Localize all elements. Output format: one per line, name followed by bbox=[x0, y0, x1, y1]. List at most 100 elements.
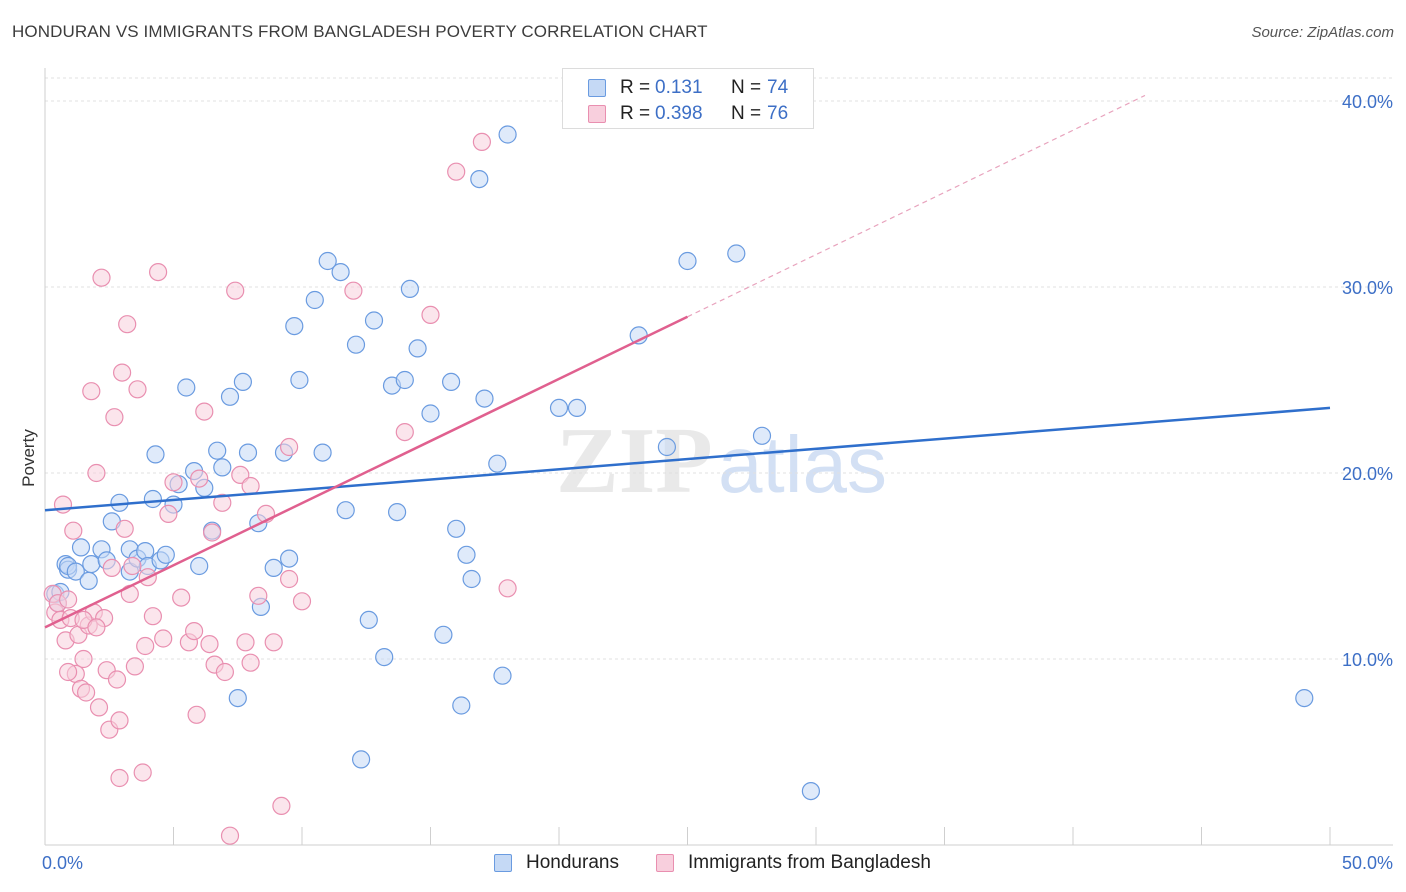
data-point bbox=[87, 463, 106, 483]
axes bbox=[44, 68, 1393, 846]
data-point bbox=[143, 489, 162, 509]
data-point bbox=[53, 495, 73, 514]
data-point bbox=[213, 493, 232, 512]
data-point bbox=[79, 571, 98, 591]
data-point bbox=[801, 781, 821, 801]
data-point bbox=[58, 662, 78, 682]
legend-label: Hondurans bbox=[526, 852, 619, 873]
data-point bbox=[102, 558, 121, 578]
data-point bbox=[213, 458, 232, 477]
watermark: ZIP atlas bbox=[556, 409, 887, 513]
data-point bbox=[447, 162, 466, 181]
r-label: R = bbox=[620, 77, 651, 98]
series-bangladesh-points bbox=[43, 132, 517, 845]
data-point bbox=[236, 633, 255, 652]
data-point bbox=[318, 251, 337, 271]
watermark-atlas: atlas bbox=[718, 420, 887, 509]
data-point bbox=[488, 454, 507, 473]
data-point bbox=[264, 633, 283, 652]
data-point bbox=[203, 523, 222, 542]
data-point bbox=[172, 588, 191, 607]
data-point bbox=[200, 634, 219, 654]
data-point bbox=[678, 251, 697, 271]
data-point bbox=[233, 372, 252, 391]
data-point bbox=[241, 476, 260, 496]
trend-line-bangladesh bbox=[44, 315, 689, 629]
data-point bbox=[64, 521, 83, 540]
r-value: 0.398 bbox=[655, 103, 703, 124]
data-point bbox=[498, 125, 517, 144]
data-point bbox=[82, 554, 101, 574]
data-point bbox=[89, 698, 109, 717]
data-point bbox=[408, 339, 427, 358]
data-point bbox=[395, 423, 414, 442]
r-label: R = bbox=[620, 103, 651, 124]
data-point bbox=[457, 545, 476, 564]
data-point bbox=[375, 647, 394, 667]
data-point bbox=[313, 443, 332, 462]
data-point bbox=[238, 443, 258, 462]
data-point bbox=[264, 558, 283, 578]
data-point bbox=[475, 389, 494, 408]
data-point bbox=[498, 579, 517, 598]
data-point bbox=[657, 437, 677, 457]
data-point bbox=[87, 618, 106, 637]
data-point bbox=[285, 317, 304, 336]
data-point bbox=[549, 398, 569, 417]
data-point bbox=[136, 541, 155, 561]
data-point bbox=[442, 372, 461, 391]
legend-row-hondurans: R = 0.131 N = 74 bbox=[563, 75, 813, 101]
r-value: 0.131 bbox=[655, 77, 703, 98]
data-point bbox=[290, 370, 309, 390]
source-credit: Source: ZipAtlas.com bbox=[1251, 24, 1394, 41]
watermark-zip: ZIP bbox=[556, 409, 713, 513]
y-tick-label: 10.0% bbox=[1342, 650, 1393, 670]
data-point bbox=[76, 683, 96, 702]
data-point bbox=[58, 590, 78, 609]
data-point bbox=[143, 607, 162, 626]
data-point bbox=[74, 649, 93, 669]
data-point bbox=[128, 380, 147, 399]
y-tick-label: 40.0% bbox=[1342, 92, 1393, 112]
correlation-legend: R = 0.131 N = 74 R = 0.398 N = 76 bbox=[562, 68, 814, 129]
data-point bbox=[220, 826, 240, 845]
data-point bbox=[136, 636, 155, 656]
legend-row-bangladesh: R = 0.398 N = 76 bbox=[563, 101, 813, 127]
data-point bbox=[421, 404, 440, 423]
trend-lines bbox=[44, 94, 1331, 629]
data-point bbox=[447, 519, 466, 538]
data-point bbox=[364, 311, 384, 330]
data-point bbox=[470, 170, 489, 189]
data-point bbox=[215, 662, 234, 682]
n-label: N = bbox=[731, 77, 762, 98]
data-point bbox=[462, 569, 481, 589]
data-point bbox=[177, 378, 196, 397]
data-point bbox=[359, 610, 378, 630]
data-point bbox=[146, 445, 165, 464]
data-point bbox=[125, 657, 144, 676]
data-point bbox=[241, 653, 260, 672]
data-point bbox=[159, 504, 178, 524]
n-label: N = bbox=[731, 103, 762, 124]
data-point bbox=[752, 426, 772, 445]
data-point bbox=[190, 469, 209, 488]
n-value: 74 bbox=[767, 77, 789, 98]
data-point bbox=[208, 441, 227, 460]
bangladesh-swatch bbox=[656, 854, 674, 872]
gridlines bbox=[45, 77, 1393, 660]
data-point bbox=[226, 281, 245, 300]
data-point bbox=[123, 556, 142, 576]
data-point bbox=[110, 711, 129, 730]
data-point bbox=[164, 473, 183, 492]
hondurans-swatch bbox=[494, 854, 512, 872]
data-point bbox=[493, 666, 512, 685]
legend-label: Immigrants from Bangladesh bbox=[688, 852, 931, 873]
data-point bbox=[92, 268, 111, 287]
data-point bbox=[105, 408, 124, 427]
hondurans-swatch bbox=[588, 79, 606, 97]
data-point bbox=[249, 586, 268, 605]
data-point bbox=[452, 696, 471, 715]
data-point bbox=[118, 315, 137, 334]
data-point bbox=[352, 750, 371, 769]
